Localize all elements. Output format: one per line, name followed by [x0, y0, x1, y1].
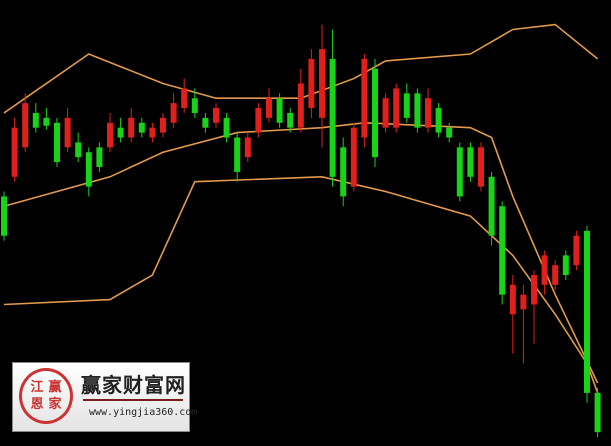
candle-up	[255, 108, 262, 133]
candle-up	[170, 103, 177, 123]
candle-down	[340, 147, 347, 197]
candle-down	[456, 147, 463, 197]
candle-up	[160, 117, 166, 133]
candle-down	[117, 127, 124, 138]
candle-up	[509, 284, 516, 315]
candle-down	[594, 392, 601, 433]
candle-down	[75, 142, 82, 158]
candle-up	[308, 58, 315, 109]
candle-up	[128, 117, 135, 138]
candle-down	[223, 117, 230, 138]
candle-down	[202, 117, 209, 128]
candle-down	[1, 196, 7, 236]
bollinger-lower-band	[3, 175, 599, 394]
candle-down	[234, 137, 241, 172]
candle-up	[425, 98, 431, 128]
candle-up	[107, 122, 113, 148]
candle-up	[22, 103, 29, 148]
candle-down	[446, 127, 453, 138]
candle-down	[414, 93, 421, 128]
candle-down	[32, 112, 39, 128]
candle-up	[552, 265, 559, 285]
candle-up	[541, 255, 548, 285]
candle-up	[64, 117, 71, 148]
bollinger-middle-band	[3, 121, 599, 384]
candle-up	[382, 98, 389, 128]
candle-down	[96, 147, 103, 167]
candle-up	[244, 137, 251, 158]
candle-up	[478, 147, 484, 187]
candle-down	[488, 176, 495, 236]
seal-icon: 江 赢 恩 家	[19, 368, 73, 424]
candle-up	[297, 83, 304, 128]
candle-down	[499, 206, 506, 295]
candle-up	[350, 127, 357, 187]
candle-up	[361, 58, 368, 138]
candle-down	[287, 112, 294, 128]
watermark-logo: 江 赢 恩 家 赢家财富网 www.yingjia360.com	[12, 362, 197, 432]
bollinger-upper-band	[3, 23, 599, 114]
candle-down	[54, 122, 60, 163]
candle-up	[531, 275, 537, 305]
site-url: www.yingjia360.com	[89, 407, 198, 418]
candle-down	[329, 58, 336, 177]
candle-down	[43, 117, 50, 126]
candle-down	[403, 93, 410, 118]
divider	[83, 399, 183, 401]
seal-char: 家	[48, 397, 62, 412]
candle-down	[85, 152, 92, 187]
seal-char: 江	[30, 380, 44, 395]
candle-up	[393, 88, 400, 128]
candle-down	[138, 122, 145, 133]
candle-down	[276, 98, 283, 123]
candle-up	[573, 235, 580, 266]
candle-up	[520, 294, 527, 310]
candle-up	[181, 88, 188, 109]
seal-char: 赢	[48, 380, 62, 395]
candle-down	[562, 255, 569, 276]
candle-up	[149, 127, 156, 138]
candle-down	[191, 98, 198, 113]
candle-down	[372, 68, 378, 158]
candle-up	[213, 108, 219, 123]
candle-down	[584, 230, 590, 393]
candle-up	[319, 49, 325, 118]
brand-name: 赢家财富网	[81, 373, 186, 397]
candle-down	[467, 147, 474, 177]
candle-up	[11, 127, 18, 177]
candle-down	[435, 108, 442, 133]
candle-up	[266, 98, 272, 118]
seal-char: 恩	[30, 397, 44, 412]
